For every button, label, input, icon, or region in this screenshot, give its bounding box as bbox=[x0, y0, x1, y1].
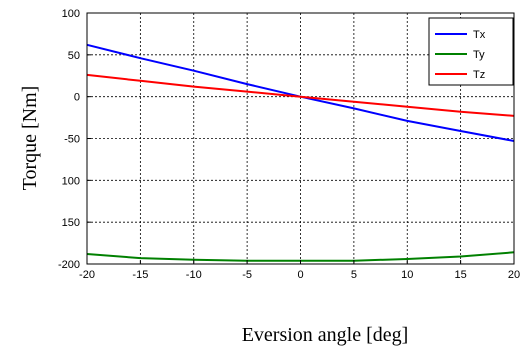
y-tick-label: 150 bbox=[62, 217, 80, 229]
series-line-tz bbox=[86, 73, 515, 117]
legend-label-tx: Tx bbox=[473, 29, 486, 41]
x-tick-label: 5 bbox=[351, 269, 357, 281]
y-tick-label: 50 bbox=[68, 50, 80, 62]
y-tick-label: -50 bbox=[64, 134, 80, 146]
x-tick-label: -15 bbox=[132, 269, 148, 281]
y-axis-title: Torque [Nm] bbox=[19, 86, 41, 191]
x-axis-title: Eversion angle [deg] bbox=[242, 324, 409, 346]
y-tick-label: 0 bbox=[74, 92, 80, 104]
x-tick-label: -20 bbox=[79, 269, 95, 281]
x-tick-label: -10 bbox=[186, 269, 202, 281]
y-tick-label: 100 bbox=[62, 8, 80, 20]
x-tick-label: 0 bbox=[297, 269, 303, 281]
x-tick-label: -5 bbox=[242, 269, 252, 281]
x-tick-label: 15 bbox=[455, 269, 467, 281]
legend-label-ty: Ty bbox=[473, 49, 485, 61]
x-tick-label: 20 bbox=[508, 269, 520, 281]
legend-label-tz: Tz bbox=[473, 69, 485, 81]
legend: Tx Ty Tz bbox=[428, 17, 514, 86]
y-tick-label: 100 bbox=[62, 175, 80, 187]
y-tick-label: -200 bbox=[58, 259, 80, 271]
x-tick-label: 10 bbox=[401, 269, 413, 281]
